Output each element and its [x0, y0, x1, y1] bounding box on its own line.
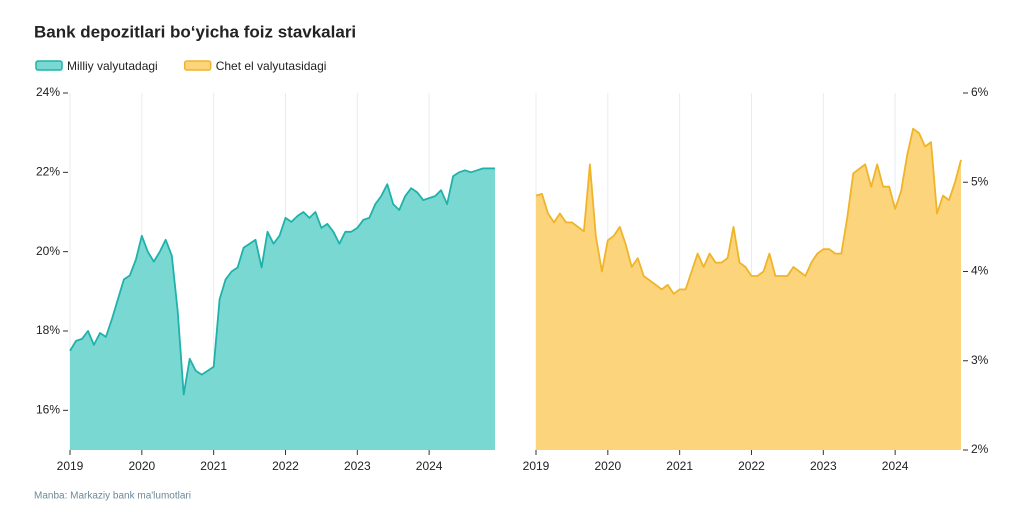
x-tick-label: 2024	[882, 459, 909, 473]
legend-swatch	[35, 60, 63, 71]
x-tick-label: 2019	[57, 459, 84, 473]
x-tick-label: 2020	[128, 459, 155, 473]
area	[536, 128, 961, 450]
chart-title: Bank depozitlari bo‘yicha foiz stavkalar…	[34, 22, 356, 41]
source-note: Manba: Markaziy bank ma'lumotlari	[34, 491, 191, 502]
legend-label: Chet el valyutasidagi	[216, 59, 327, 73]
line	[535, 127, 962, 295]
x-tick-label: 2020	[594, 459, 621, 473]
area	[70, 168, 495, 450]
y-tick-label: 20%	[36, 244, 60, 258]
y-tick-label: 5%	[971, 174, 989, 188]
y-tick-label: 4%	[971, 264, 989, 278]
line	[69, 167, 495, 396]
legend-swatch	[183, 60, 212, 71]
y-tick-label: 6%	[971, 85, 989, 99]
x-tick-label: 2023	[344, 459, 371, 473]
x-tick-label: 2021	[200, 459, 227, 473]
x-tick-label: 2021	[666, 459, 693, 473]
y-tick-label: 2%	[971, 442, 989, 456]
y-tick-label: 24%	[36, 85, 60, 99]
y-tick-label: 16%	[36, 403, 60, 417]
x-tick-label: 2023	[810, 459, 837, 473]
x-tick-label: 2022	[272, 459, 299, 473]
x-tick-label: 2022	[738, 459, 765, 473]
y-tick-label: 22%	[36, 165, 60, 179]
y-tick-label: 18%	[36, 323, 60, 337]
x-tick-label: 2024	[416, 459, 443, 473]
y-tick-label: 3%	[971, 353, 989, 367]
legend-label: Milliy valyutadagi	[67, 59, 158, 73]
x-tick-label: 2019	[523, 459, 550, 473]
